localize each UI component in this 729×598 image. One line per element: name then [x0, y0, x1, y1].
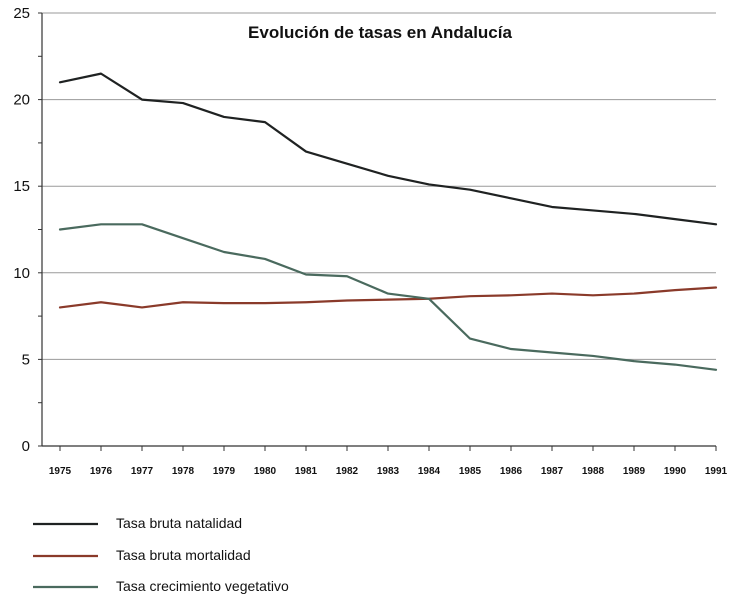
- series-line-1: [58, 72, 718, 226]
- x-tick-label: 1980: [254, 466, 277, 477]
- y-tick-label: 5: [22, 351, 30, 368]
- legend: Tasa bruta natalidad Tasa bruta mortalida…: [33, 515, 289, 594]
- y-tick-label: 20: [13, 92, 30, 109]
- x-tick-label: 1976: [90, 466, 113, 477]
- series-layer: [58, 72, 718, 371]
- chart-title: Evolución de tasas en Andalucía: [248, 23, 512, 42]
- x-tick-label: 1986: [500, 466, 523, 477]
- y-tick-label: 15: [13, 178, 30, 195]
- x-tick-label: 1985: [459, 466, 482, 477]
- x-tick-label: 1990: [664, 466, 687, 477]
- x-tick-label: 1988: [582, 466, 605, 477]
- x-tick-label: 1984: [418, 466, 441, 477]
- axis-layer: 0 5 10 15 20 25 1975 1976 1977 1978 1979 1980 1981 19…: [13, 5, 727, 477]
- x-tick-label: 1979: [213, 466, 236, 477]
- x-tick-label: 1975: [49, 466, 72, 477]
- y-tick-label: 25: [13, 5, 30, 22]
- x-tick-label: 1978: [172, 466, 195, 477]
- y-tick-label: 10: [13, 265, 30, 282]
- legend-label-1: Tasa bruta natalidad: [116, 515, 242, 531]
- legend-label-2: Tasa bruta mortalidad: [116, 547, 251, 563]
- x-tick-label: 1981: [295, 466, 318, 477]
- x-tick-label: 1989: [623, 466, 646, 477]
- y-tick-label: 0: [22, 438, 30, 455]
- x-tick-label: 1977: [131, 466, 154, 477]
- x-tick-label: 1987: [541, 466, 564, 477]
- x-tick-label: 1991: [705, 466, 728, 477]
- series-line-2: [58, 286, 718, 309]
- legend-label-3: Tasa crecimiento vegetativo: [116, 578, 289, 594]
- x-tick-label: 1983: [377, 466, 400, 477]
- series-line-3: [58, 223, 718, 371]
- x-tick-label: 1982: [336, 466, 359, 477]
